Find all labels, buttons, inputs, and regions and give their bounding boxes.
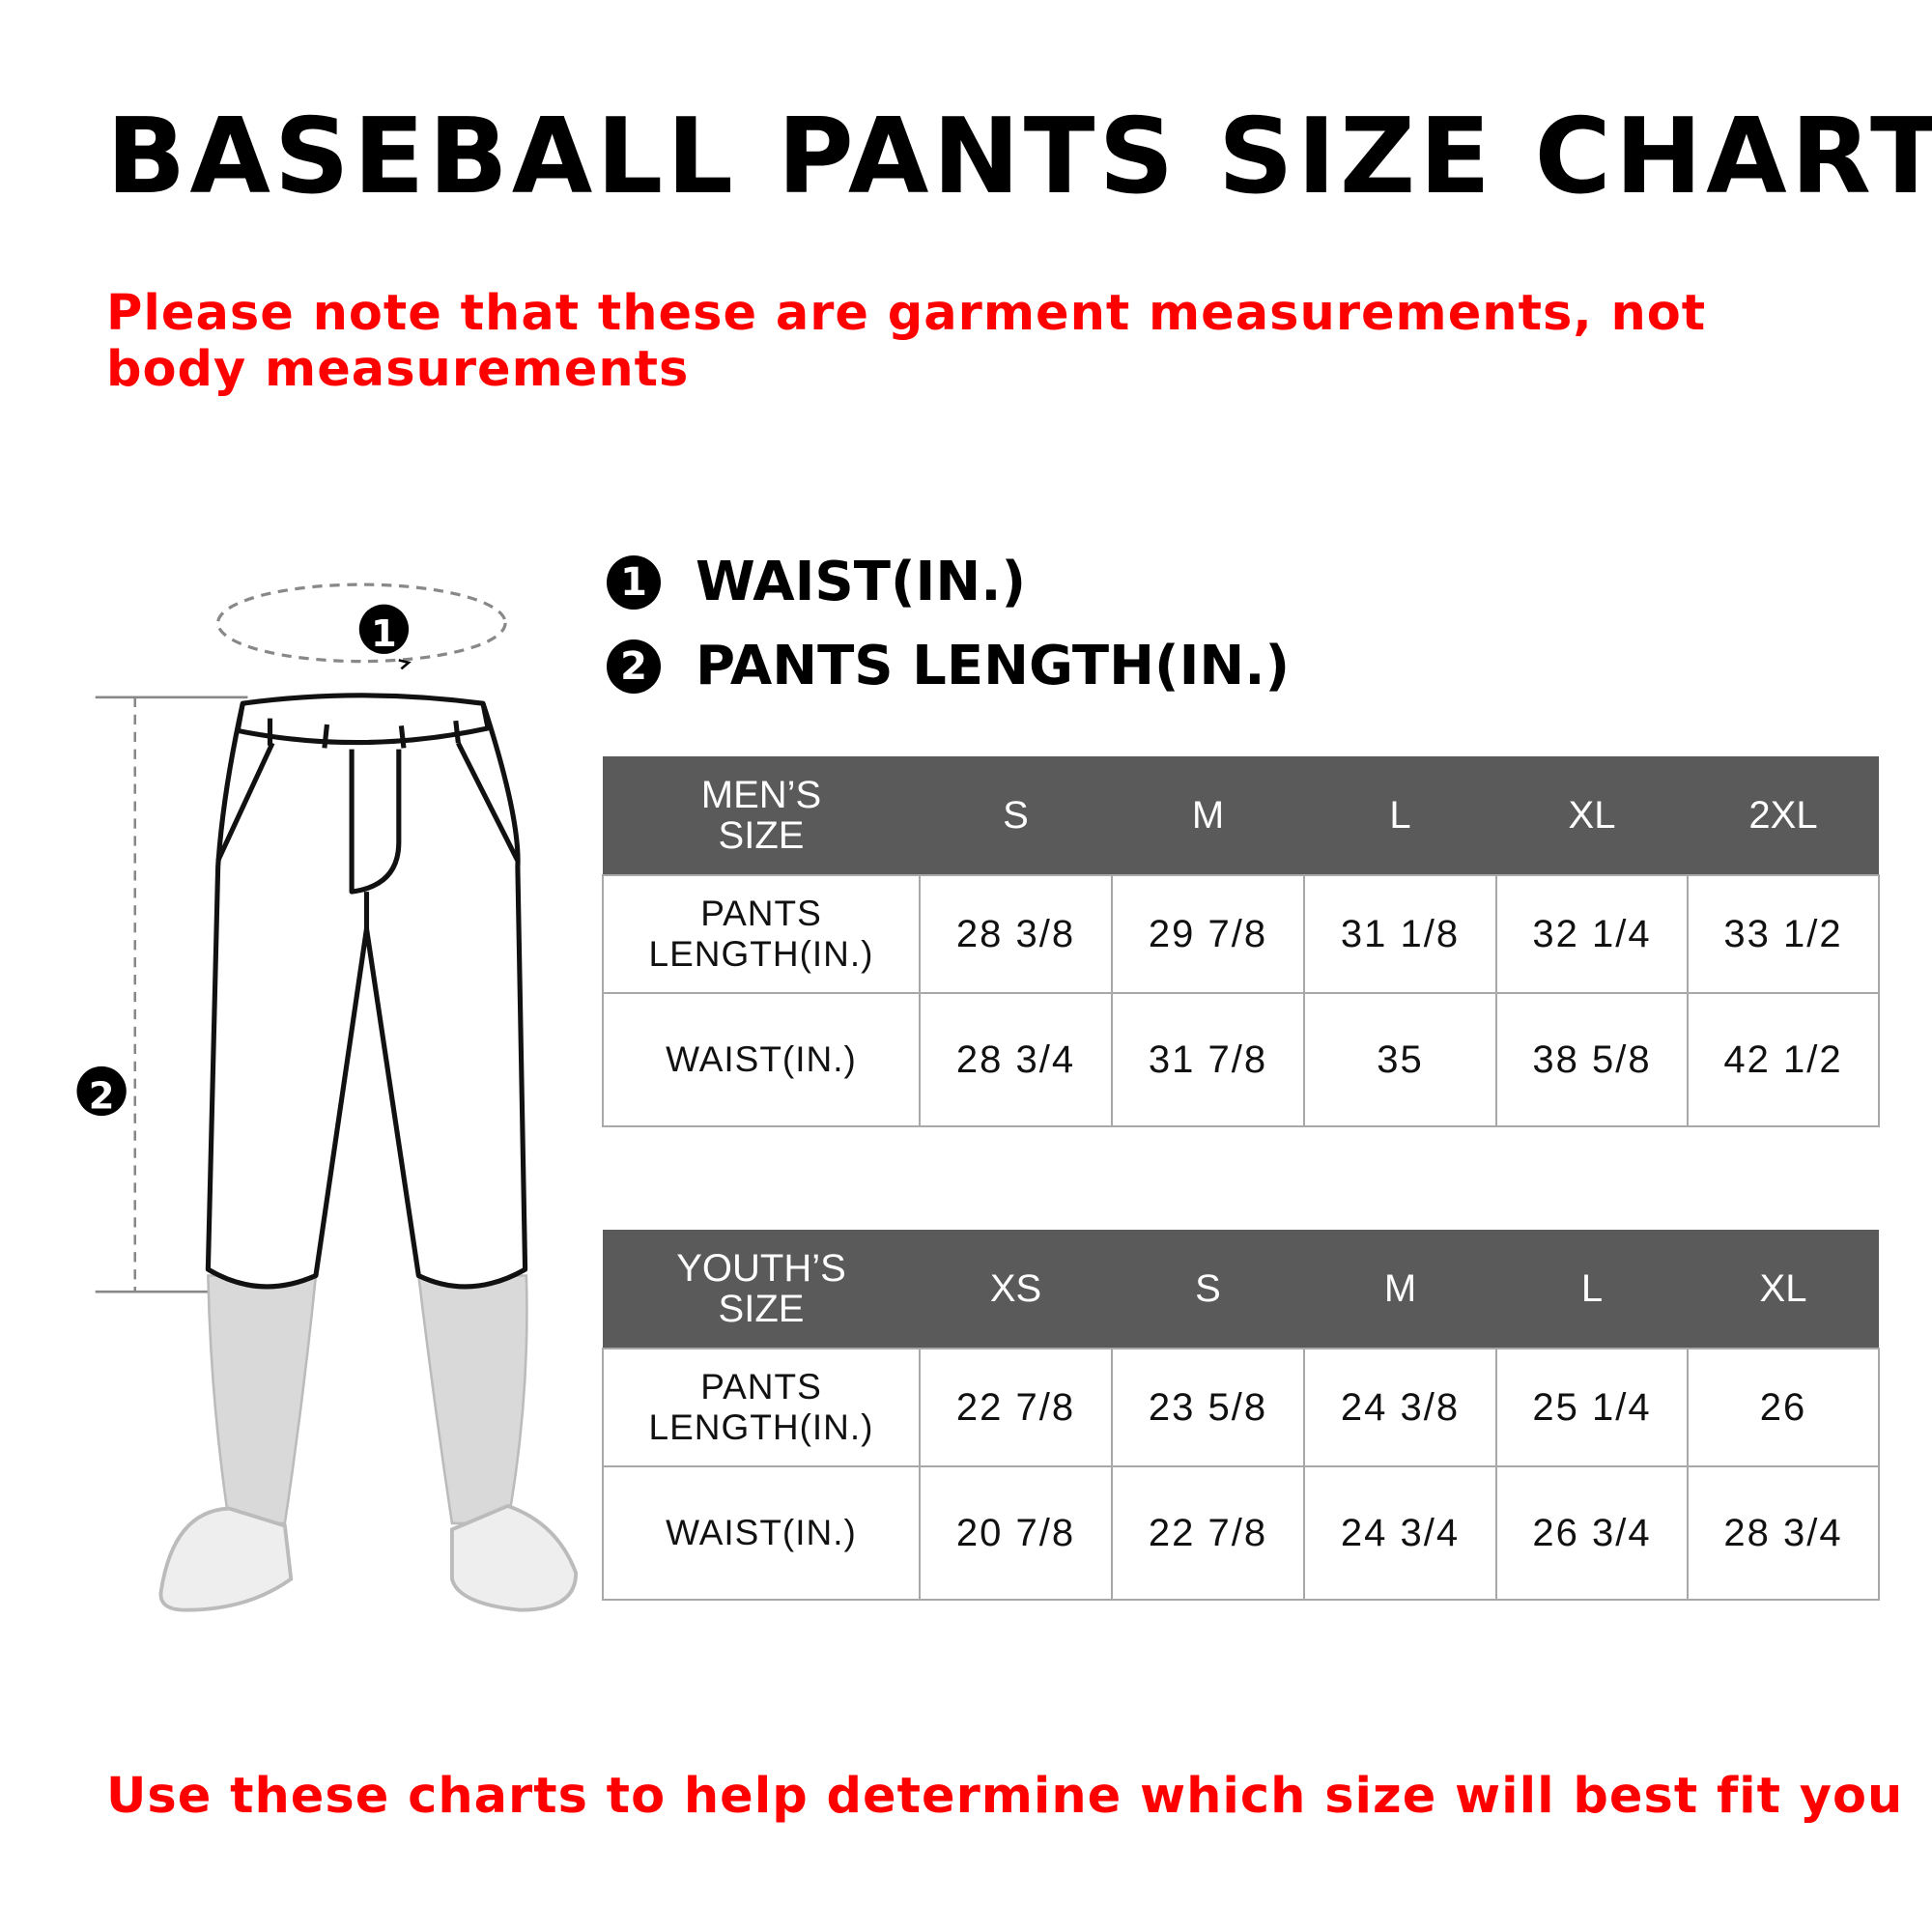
table-row: PANTS LENGTH(IN.) 22 7/8 23 5/8 24 3/8 2…: [602, 1348, 1880, 1467]
corner-header: MEN’S SIZE: [603, 756, 920, 875]
marker-2: 2: [89, 1074, 115, 1118]
size-header: XS: [920, 1230, 1112, 1349]
number-2-icon: 2: [607, 639, 661, 694]
table-cell: 23 5/8: [1111, 1348, 1305, 1467]
legend-label: PANTS LENGTH(IN.): [696, 635, 1291, 697]
table-cell: 24 3/4: [1303, 1465, 1497, 1601]
corner-header: YOUTH’S SIZE: [603, 1230, 920, 1349]
size-header: M: [1304, 1230, 1496, 1349]
table-row: WAIST(IN.) 28 3/4 31 7/8 35 38 5/8 42 1/…: [602, 992, 1880, 1127]
marker-1: 1: [371, 612, 397, 656]
table-row: PANTS LENGTH(IN.) 28 3/8 29 7/8 31 1/8 3…: [602, 874, 1880, 994]
page-title: BASEBALL PANTS SIZE CHART: [106, 97, 1932, 217]
table-cell: 24 3/8: [1303, 1348, 1497, 1467]
garment-note: Please note that these are garment measu…: [106, 285, 1707, 398]
table-cell: 22 7/8: [1111, 1465, 1305, 1601]
table-cell: 38 5/8: [1495, 992, 1689, 1127]
socks-icon: [207, 1274, 528, 1525]
size-header: 2XL: [1688, 756, 1879, 875]
number-1-icon: 1: [607, 554, 661, 610]
table-cell: 42 1/2: [1687, 992, 1880, 1127]
table-cell: 28 3/4: [1687, 1465, 1880, 1601]
footer-note: Use these charts to help determine which…: [106, 1768, 1904, 1825]
youth-size-table: YOUTH’S SIZE XS S M L XL PANTS LENGTH(IN…: [602, 1230, 1880, 1601]
table-header-row: MEN’S SIZE S M L XL 2XL: [603, 756, 1879, 875]
legend-pants-length: 2 PANTS LENGTH(IN.): [607, 635, 1290, 697]
pants-icon: [205, 693, 528, 1290]
legend-waist: 1 WAIST(IN.): [607, 551, 1026, 613]
table-cell: 31 1/8: [1303, 874, 1497, 994]
row-label: PANTS LENGTH(IN.): [602, 874, 921, 994]
table-cell: 28 3/8: [919, 874, 1113, 994]
legend-label: WAIST(IN.): [696, 551, 1027, 613]
size-header: L: [1304, 756, 1496, 875]
size-header: XL: [1496, 756, 1688, 875]
table-cell: 28 3/4: [919, 992, 1113, 1127]
table-header-row: YOUTH’S SIZE XS S M L XL: [603, 1230, 1879, 1349]
table-cell: 29 7/8: [1111, 874, 1305, 994]
table-cell: 35: [1303, 992, 1497, 1127]
row-label: PANTS LENGTH(IN.): [602, 1348, 921, 1467]
size-header: M: [1112, 756, 1304, 875]
table-row: WAIST(IN.) 20 7/8 22 7/8 24 3/4 26 3/4 2…: [602, 1465, 1880, 1601]
size-header: L: [1496, 1230, 1688, 1349]
row-label: WAIST(IN.): [602, 1465, 921, 1601]
table-cell: 31 7/8: [1111, 992, 1305, 1127]
table-cell: 20 7/8: [919, 1465, 1113, 1601]
shoes-icon: [158, 1503, 579, 1612]
table-cell: 32 1/4: [1495, 874, 1689, 994]
size-header: S: [1112, 1230, 1304, 1349]
table-cell: 25 1/4: [1495, 1348, 1689, 1467]
row-label: WAIST(IN.): [602, 992, 921, 1127]
table-cell: 22 7/8: [919, 1348, 1113, 1467]
table-cell: 26 3/4: [1495, 1465, 1689, 1601]
table-cell: 26: [1687, 1348, 1880, 1467]
size-header: XL: [1688, 1230, 1879, 1349]
table-cell: 33 1/2: [1687, 874, 1880, 994]
size-header: S: [920, 756, 1112, 875]
mens-size-table: MEN’S SIZE S M L XL 2XL PANTS LENGTH(IN.…: [602, 756, 1880, 1127]
